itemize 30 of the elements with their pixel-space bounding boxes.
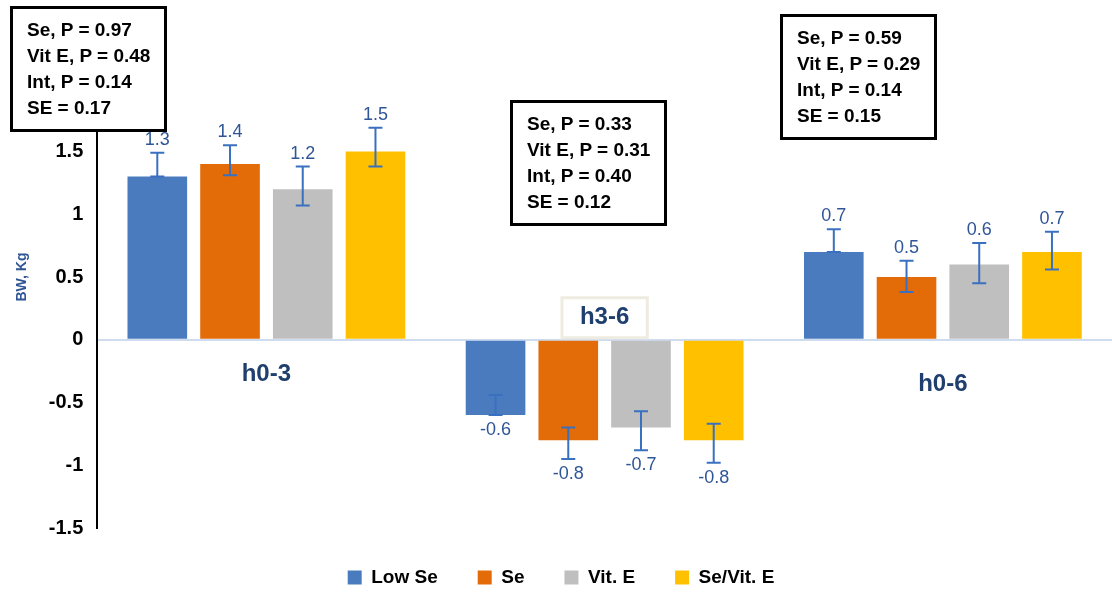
y-tick-label: -1.5 [48,515,84,538]
y-tick-label: 1 [72,201,84,224]
legend-label: Se/Vit. E [698,565,775,587]
x-tick-label: h3-6 [579,302,630,330]
y-tick-label: 0 [72,327,84,350]
data-label: 0.7 [1039,207,1065,228]
y-tick-label: -0.5 [48,390,84,413]
legend-label: Low Se [371,565,438,587]
data-label: 1.3 [144,128,170,149]
y-tick-label: -1 [65,452,84,475]
x-tick-label: h0-3 [241,359,292,387]
data-label: -0.8 [552,462,584,483]
y-axis-title: BW, Kg [13,252,30,302]
y-tick-label: 1.5 [55,139,84,162]
data-label: -0.7 [625,454,657,475]
legend-label: Se [501,565,525,587]
data-label: 0.5 [894,236,920,257]
legend-label: Vit. E [587,565,636,587]
y-tick-label: 0.5 [55,264,84,287]
data-label: 0.7 [821,205,847,226]
annotation: Se, P = 0.33 Vit E, P = 0.31 Int, P = 0.40 SE = 0.12 [510,100,668,226]
data-label: -0.8 [698,466,730,487]
data-label: 0.6 [966,219,992,240]
x-tick-label: h0-6 [918,369,968,397]
annotation: Se, P = 0.59 Vit E, P = 0.29 Int, P = 0.14 SE = 0.15 [780,14,938,140]
data-label: 1.5 [362,103,388,124]
data-label: 1.2 [290,142,316,163]
data-label: 1.4 [217,121,243,142]
annotation: Se, P = 0.97 Vit E, P = 0.48 Int, P = 0.14 SE = 0.17 [27,19,151,118]
data-label: -0.6 [480,419,512,440]
